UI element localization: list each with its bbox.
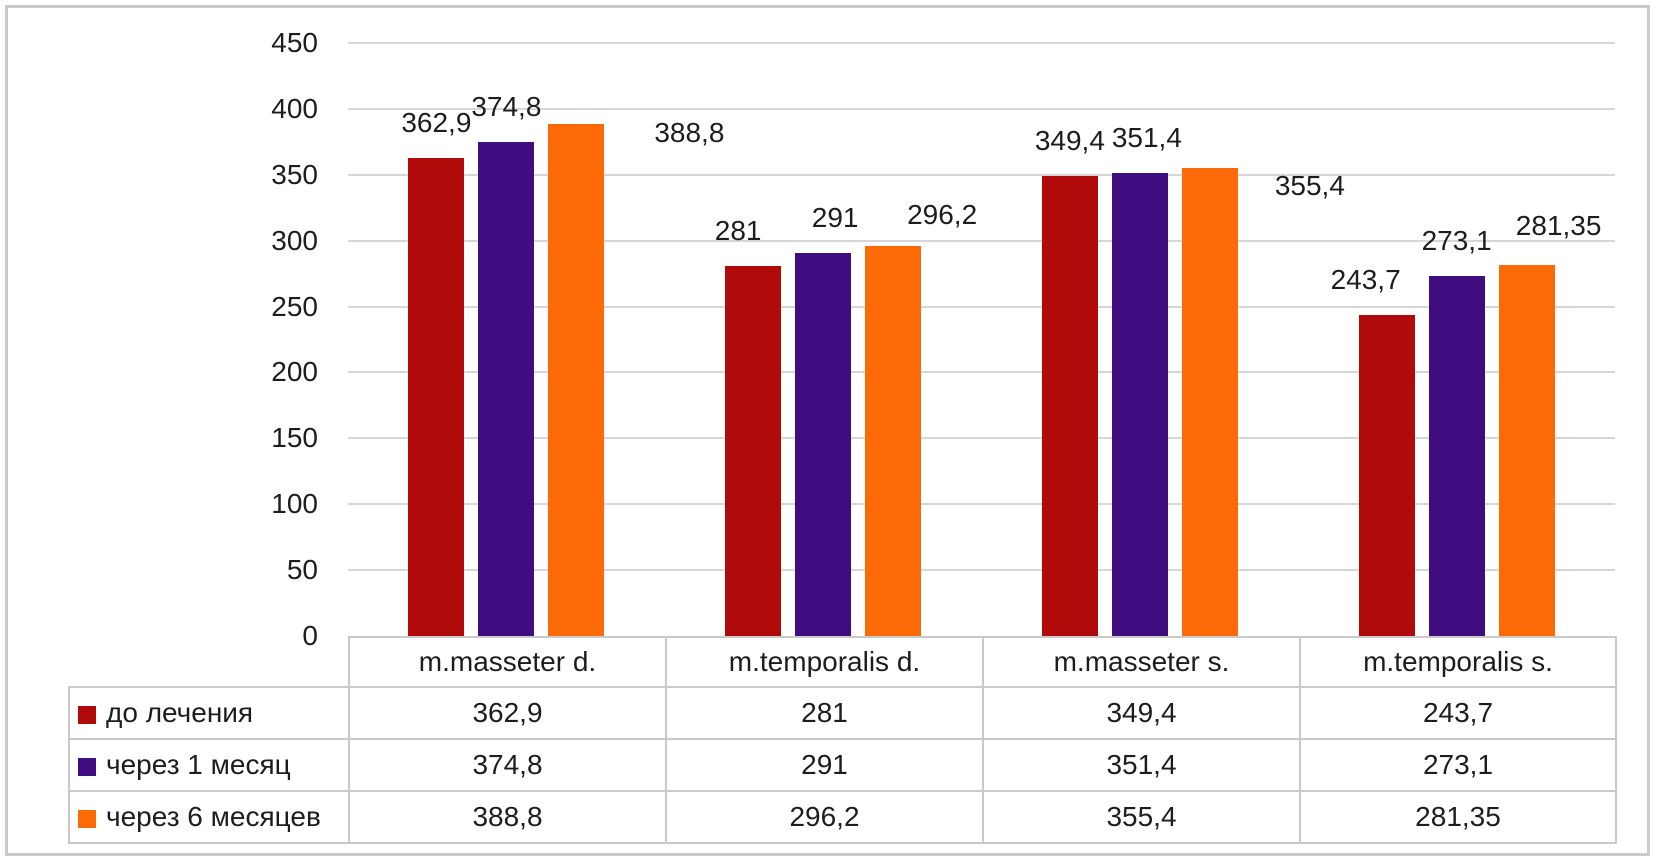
data-label-series3-cat4: 281,35	[1515, 210, 1602, 242]
series-name-cell: через 1 месяц	[68, 738, 350, 792]
value-cell: 296,2	[665, 790, 984, 844]
series-name-label: через 6 месяцев	[106, 801, 321, 832]
data-label-series2-cat3: 351,4	[1111, 121, 1182, 153]
series-name-cell: через 6 месяцев	[68, 790, 350, 844]
bar-series3-cat3	[1181, 167, 1238, 636]
value-cell: 281,35	[1299, 790, 1617, 844]
gridline-300	[348, 239, 1615, 242]
value-cell: 351,4	[982, 738, 1301, 792]
gridline-50	[348, 569, 1615, 572]
data-label-series2-cat2: 291	[811, 201, 859, 233]
gridline-350	[348, 173, 1615, 176]
value-cell: 243,7	[1299, 686, 1617, 740]
value-cell: 355,4	[982, 790, 1301, 844]
gridline-200	[348, 371, 1615, 374]
gridline-250	[348, 305, 1615, 308]
table-row-series3: через 6 месяцев 388,8 296,2 355,4 281,35	[68, 790, 1617, 844]
bar-series3-cat4	[1498, 265, 1555, 636]
gridline-400	[348, 107, 1615, 110]
y-axis-tick-label: 400	[271, 92, 318, 124]
data-label-series1-cat4: 243,7	[1330, 263, 1401, 295]
data-label-series3-cat3: 355,4	[1274, 169, 1345, 201]
data-label-series2-cat1: 374,8	[471, 91, 542, 123]
legend-swatch-series3	[78, 810, 96, 828]
data-table: m.masseter d. m.temporalis d. m.masseter s…	[68, 636, 1617, 844]
value-cell: 273,1	[1299, 738, 1617, 792]
data-label-series1-cat1: 362,9	[401, 106, 472, 138]
table-row-series2: через 1 месяц 374,8 291 351,4 273,1	[68, 738, 1617, 792]
legend-swatch-series1	[78, 706, 96, 724]
y-axis-tick-label: 50	[286, 554, 318, 586]
y-axis-tick-label: 300	[271, 224, 318, 256]
y-axis-tick-label: 450	[271, 27, 318, 58]
series-name-label: через 1 месяц	[106, 749, 291, 780]
gridline-150	[348, 437, 1615, 440]
bar-series2-cat3	[1111, 172, 1168, 636]
bar-series1-cat2	[725, 265, 782, 636]
y-axis-tick-label: 200	[271, 356, 318, 388]
bar-series3-cat2	[865, 245, 922, 636]
y-axis-tick-label: 350	[271, 158, 318, 190]
gridline-450	[348, 42, 1615, 44]
bar-series1-cat1	[408, 157, 465, 636]
bar-series1-cat3	[1041, 175, 1098, 636]
data-label-series1-cat3: 349,4	[1034, 124, 1105, 156]
category-header-cell: m.temporalis s.	[1299, 636, 1617, 688]
bar-series1-cat4	[1358, 314, 1415, 636]
y-axis-tick-label: 250	[271, 290, 318, 322]
value-cell: 362,9	[348, 686, 667, 740]
series-name-cell: до лечения	[68, 686, 350, 740]
table-row-series1: до лечения 362,9 281 349,4 243,7	[68, 686, 1617, 740]
y-axis-tick-label: 150	[271, 422, 318, 454]
bar-series3-cat1	[548, 123, 605, 636]
category-header-cell: m.masseter s.	[982, 636, 1301, 688]
bar-series2-cat4	[1428, 276, 1485, 636]
series-name-label: до лечения	[106, 697, 254, 728]
data-label-series3-cat2: 296,2	[907, 198, 978, 230]
table-corner-blank	[69, 637, 349, 687]
value-cell: 291	[665, 738, 984, 792]
data-label-series3-cat1: 388,8	[654, 116, 725, 148]
bar-series2-cat1	[478, 142, 535, 636]
y-axis-tick-label: 100	[271, 488, 318, 520]
data-label-series1-cat2: 281	[714, 214, 762, 246]
bar-series2-cat2	[795, 252, 852, 636]
value-cell: 374,8	[348, 738, 667, 792]
category-header-cell: m.temporalis d.	[665, 636, 984, 688]
value-cell: 388,8	[348, 790, 667, 844]
table-header-row: m.masseter d. m.temporalis d. m.masseter s…	[69, 636, 1617, 688]
y-axis-tick-label: 0	[302, 620, 318, 651]
value-cell: 281	[665, 686, 984, 740]
category-header-cell: m.masseter d.	[348, 636, 667, 688]
legend-swatch-series2	[78, 758, 96, 776]
value-cell: 349,4	[982, 686, 1301, 740]
data-label-series2-cat4: 273,1	[1421, 225, 1492, 257]
gridline-100	[348, 503, 1615, 506]
